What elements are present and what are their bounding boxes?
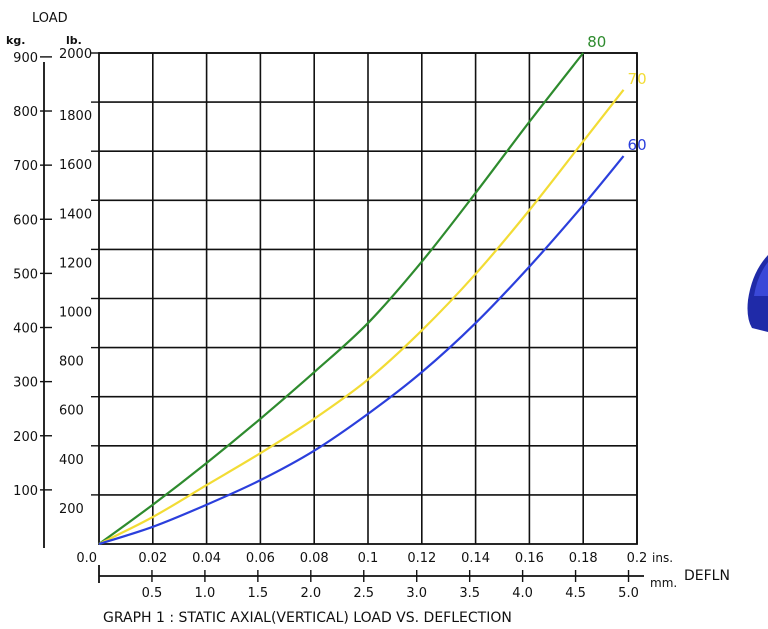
tick-label-lb: 1600 — [59, 158, 92, 173]
grid — [98, 52, 638, 545]
series-label-60: 60 — [628, 136, 647, 154]
blue-part-highlight — [754, 262, 768, 296]
tick-label-kg: 900 — [13, 51, 38, 66]
series-label-80: 80 — [587, 33, 606, 51]
tick-label-kg: 300 — [13, 376, 38, 391]
tick-label-mm: 0.5 — [142, 586, 163, 601]
series-lines — [98, 52, 625, 546]
tick-label-in: 0.04 — [192, 551, 221, 566]
tick-label-lb: 1200 — [59, 256, 92, 271]
tick-label-lb: 800 — [59, 355, 84, 370]
tick-label-lb: 1000 — [59, 306, 92, 321]
tick-label-in: 0.2 — [627, 551, 648, 566]
x-units-primary: ins. — [652, 551, 673, 565]
tick-label-in: 0.0 — [76, 551, 97, 566]
tick-label-in: 0.02 — [138, 551, 167, 566]
y-axis-title: LOAD — [32, 11, 68, 26]
tick-label-lb: 1400 — [59, 207, 92, 222]
tick-label-mm: 4.5 — [565, 586, 586, 601]
chart-title: GRAPH 1 : STATIC AXIAL(VERTICAL) LOAD VS… — [103, 610, 512, 626]
series-line-70 — [98, 89, 625, 545]
tick-label-mm: 4.0 — [512, 586, 533, 601]
x-axis-title: DEFLN — [684, 568, 730, 584]
tick-label-mm: 1.5 — [248, 586, 269, 601]
tick-label-mm: 3.5 — [459, 586, 480, 601]
tick-label-kg: 200 — [13, 430, 38, 445]
tick-label-kg: 600 — [13, 213, 38, 228]
tick-label-mm: 1.0 — [195, 586, 216, 601]
tick-label-lb: 2000 — [59, 47, 92, 62]
y-units-primary: lb. — [66, 34, 82, 47]
tick-label-in: 0.06 — [246, 551, 275, 566]
tick-label-in: 0.08 — [300, 551, 329, 566]
tick-label-in: 0.12 — [407, 551, 436, 566]
tick-label-kg: 500 — [13, 267, 38, 282]
tick-label-in: 0.18 — [569, 551, 598, 566]
series-line-60 — [98, 155, 625, 546]
tick-label-in: 0.14 — [461, 551, 490, 566]
labels: LOAD kg. lb. ins. mm. DEFLN GRAPH 1 : ST… — [6, 11, 730, 626]
series-line-80 — [98, 52, 585, 545]
x-units-secondary: mm. — [650, 576, 677, 590]
tick-label-kg: 400 — [13, 322, 38, 337]
tick-label-mm: 2.0 — [300, 586, 321, 601]
y-units-secondary: kg. — [6, 34, 25, 47]
series-label-70: 70 — [628, 70, 647, 88]
tick-label-mm: 3.0 — [406, 586, 427, 601]
tick-label-lb: 1800 — [59, 109, 92, 124]
tick-label-kg: 100 — [13, 484, 38, 499]
tick-label-lb: 200 — [59, 502, 84, 517]
tick-label-kg: 800 — [13, 105, 38, 120]
axes — [40, 52, 644, 583]
tick-label-kg: 700 — [13, 159, 38, 174]
tick-label-in: 0.1 — [358, 551, 379, 566]
tick-label-in: 0.16 — [515, 551, 544, 566]
tick-label-lb: 600 — [59, 404, 84, 419]
tick-label-lb: 400 — [59, 453, 84, 468]
tick-label-mm: 5.0 — [618, 586, 639, 601]
tick-label-mm: 2.5 — [353, 586, 374, 601]
